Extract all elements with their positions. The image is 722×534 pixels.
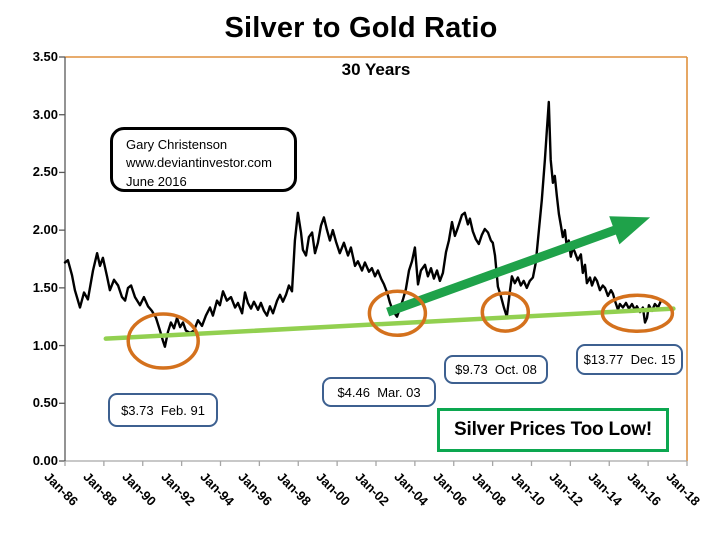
credit-author: Gary Christenson	[126, 137, 228, 152]
callout-oct-08: $9.73 Oct. 08	[444, 355, 548, 384]
growth-arrow-head	[609, 216, 651, 245]
y-tick-label: 3.00	[32, 106, 58, 122]
ellipse-annotation	[480, 291, 531, 333]
y-tick-label: 3.50	[32, 49, 58, 64]
y-tick-label: 2.50	[32, 164, 58, 180]
callout-mar-03: $4.46 Mar. 03	[322, 377, 436, 407]
y-tick-label: 0.50	[32, 395, 58, 411]
trend-line	[103, 306, 676, 341]
callout-dec-15: $13.77 Dec. 15	[576, 344, 683, 375]
credit-box: Gary Christenson www.deviantinvestor.com…	[110, 127, 297, 192]
y-tick-label: 1.50	[32, 279, 58, 295]
silver-prices-too-low-banner: Silver Prices Too Low!	[437, 408, 669, 452]
credit-website: www.deviantinvestor.com	[126, 155, 272, 171]
y-tick-label: 1.00	[32, 337, 58, 353]
chart-title: Silver to Gold Ratio	[224, 12, 498, 44]
callout-feb-91: $3.73 Feb. 91	[108, 393, 218, 427]
ellipse-annotation	[600, 293, 675, 334]
y-tick-label: 0.00	[32, 453, 58, 468]
ellipse-annotation	[126, 312, 200, 370]
chart-subtitle: 30 Years	[341, 60, 411, 79]
growth-arrow-shaft	[386, 225, 618, 317]
credit-date: June 2016	[126, 173, 187, 189]
y-tick-label: 2.00	[32, 222, 58, 238]
series-line	[63, 100, 663, 348]
ellipse-annotation	[367, 289, 428, 338]
